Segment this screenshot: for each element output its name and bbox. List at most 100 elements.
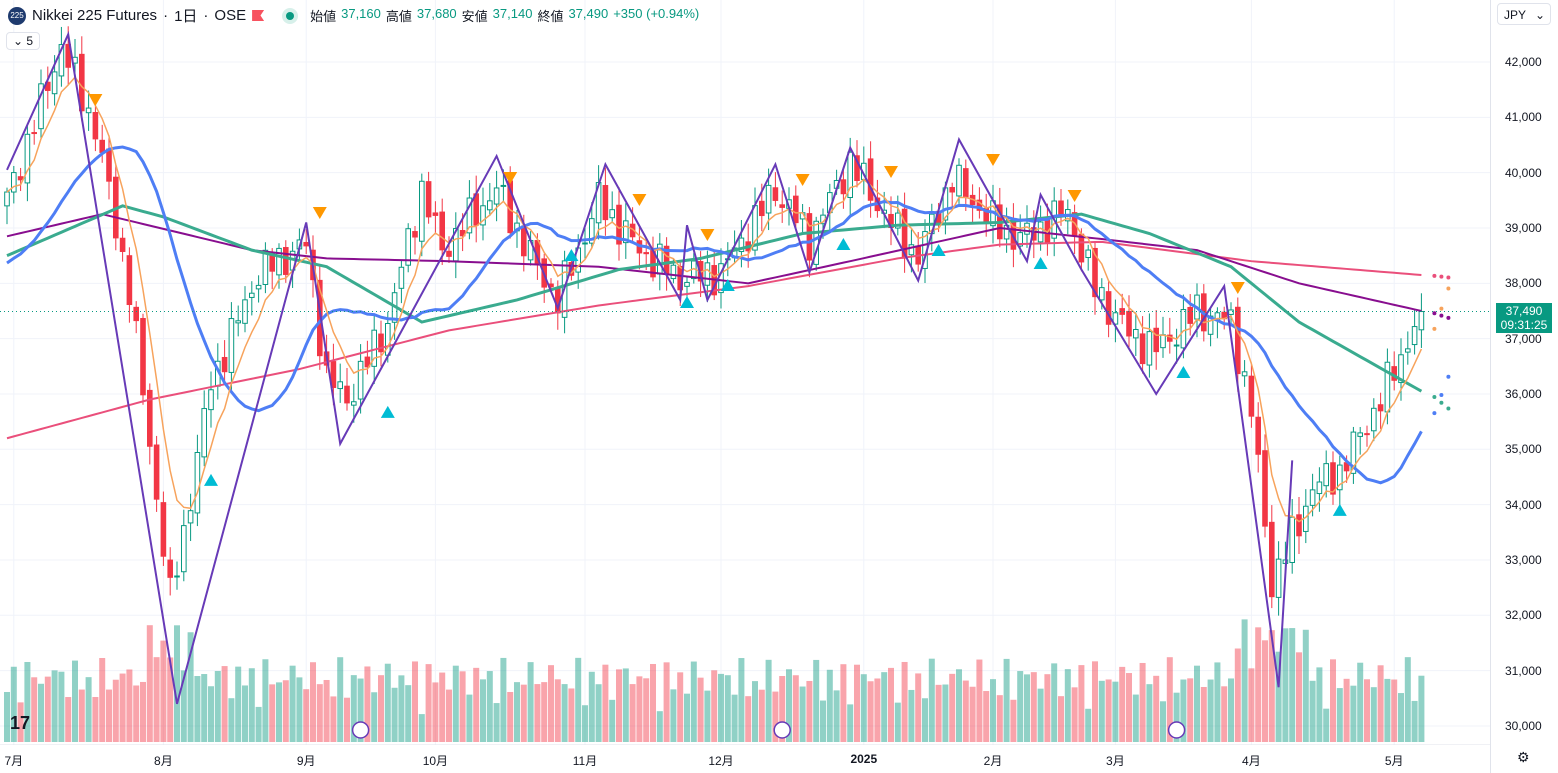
- candle-up: [1085, 249, 1092, 259]
- volume-bar: [677, 672, 684, 742]
- symbol-name[interactable]: Nikkei 225 Futures: [32, 7, 158, 24]
- volume-bar: [350, 675, 357, 742]
- time-tick: 9月: [296, 754, 316, 768]
- candle-up: [194, 451, 201, 514]
- volume-bar: [1241, 619, 1248, 742]
- volume-bar: [976, 659, 983, 742]
- volume-bar: [1044, 674, 1051, 742]
- candle-up: [1405, 348, 1411, 353]
- candle-down: [1364, 433, 1370, 436]
- volume-bar: [126, 669, 133, 742]
- projection-dot: [1446, 406, 1451, 411]
- volume-bar: [1364, 679, 1370, 742]
- sell-signal-icon: [632, 193, 647, 206]
- time-tick: 10月: [422, 754, 449, 768]
- volume-bar: [969, 686, 976, 742]
- volume-bar: [1064, 669, 1071, 742]
- candle-down: [1262, 450, 1268, 527]
- volume-bar: [1180, 679, 1187, 742]
- volume-bar: [1384, 678, 1391, 742]
- volume-bar: [704, 690, 711, 742]
- candle-up: [738, 237, 745, 253]
- volume-bar: [514, 682, 520, 742]
- candle-up: [58, 44, 65, 77]
- candle-down: [425, 181, 432, 218]
- price-tick: 37,000: [1505, 331, 1542, 346]
- volume-bar: [78, 689, 85, 742]
- volume-bar: [242, 685, 248, 742]
- candle-down: [616, 204, 622, 245]
- candle-down: [147, 389, 153, 447]
- candle-up: [398, 266, 405, 289]
- candle-down: [963, 168, 969, 198]
- volume-bar: [221, 666, 228, 742]
- candle-up: [351, 401, 357, 406]
- candle-down: [806, 213, 813, 261]
- volume-bar: [915, 673, 922, 742]
- candle-up: [908, 244, 915, 256]
- sell-signal-icon: [88, 94, 103, 107]
- low-label: 安値: [461, 9, 488, 24]
- projection-dot: [1439, 313, 1444, 318]
- candle-down: [153, 444, 160, 500]
- candle-down: [1377, 404, 1384, 412]
- candle-down: [854, 155, 860, 182]
- market-status-icon[interactable]: [282, 7, 299, 24]
- settings-icon[interactable]: ⚙: [1517, 749, 1530, 765]
- volume-bar: [262, 659, 269, 742]
- volume-bar: [201, 674, 208, 742]
- volume-bar: [554, 679, 561, 742]
- volume-bar: [507, 691, 514, 742]
- price-axis[interactable]: 42,000 41,000 40,000 39,000 38,000 37,000 36,0…: [1490, 0, 1558, 773]
- candle-down: [643, 252, 650, 255]
- currency-select[interactable]: JPY ⌄: [1497, 3, 1551, 25]
- time-tick: 8月: [154, 754, 173, 768]
- volume-bar: [1160, 701, 1166, 742]
- volume-bar: [17, 702, 24, 742]
- volume-bar: [248, 668, 255, 742]
- volume-bar: [820, 700, 826, 742]
- candle-down: [65, 43, 72, 68]
- volume-bar: [765, 659, 772, 742]
- volume-bar: [1398, 693, 1404, 742]
- volume-bar: [928, 658, 935, 742]
- volume-bar: [894, 702, 901, 742]
- ema-short-line: [6, 76, 1423, 523]
- volume-bar: [1126, 673, 1132, 742]
- candle-up: [684, 281, 690, 287]
- projection-dot: [1432, 394, 1437, 399]
- tradingview-logo[interactable]: 17: [10, 713, 31, 733]
- price-tick: 31,000: [1505, 663, 1542, 678]
- volume-bar: [446, 689, 452, 742]
- candle-up: [1323, 463, 1330, 487]
- collapse-indicators-button[interactable]: ⌄ 5: [6, 32, 41, 50]
- candle-down: [432, 212, 439, 216]
- volume-bar: [826, 669, 833, 742]
- candle-down: [446, 250, 452, 257]
- flag-icon[interactable]: [252, 10, 265, 21]
- volume-bar: [1187, 678, 1194, 742]
- candle-up: [1228, 309, 1234, 315]
- volume-bar: [786, 669, 792, 742]
- volume-bar: [24, 661, 31, 742]
- volume-bar: [99, 658, 106, 742]
- candle-up: [765, 184, 772, 214]
- volume-bar: [1404, 657, 1411, 742]
- volume-bar: [1173, 692, 1180, 742]
- candle-down: [330, 361, 337, 388]
- price-tick: 40,000: [1505, 165, 1542, 180]
- interval[interactable]: 1日: [174, 8, 198, 25]
- time-tick: 2025: [850, 752, 878, 766]
- volume-bar: [867, 681, 874, 742]
- price-chart[interactable]: [0, 0, 1490, 745]
- volume-bar: [4, 692, 10, 742]
- volume-bar: [949, 673, 956, 742]
- candle-up: [670, 264, 677, 280]
- volume-bar: [1132, 694, 1139, 742]
- buy-signal-icon: [564, 248, 579, 261]
- volume-bar: [1268, 630, 1275, 742]
- volume-bar: [983, 691, 990, 742]
- volume-bar: [996, 695, 1003, 742]
- volume-bar: [58, 671, 65, 742]
- sell-signal-icon: [312, 206, 327, 219]
